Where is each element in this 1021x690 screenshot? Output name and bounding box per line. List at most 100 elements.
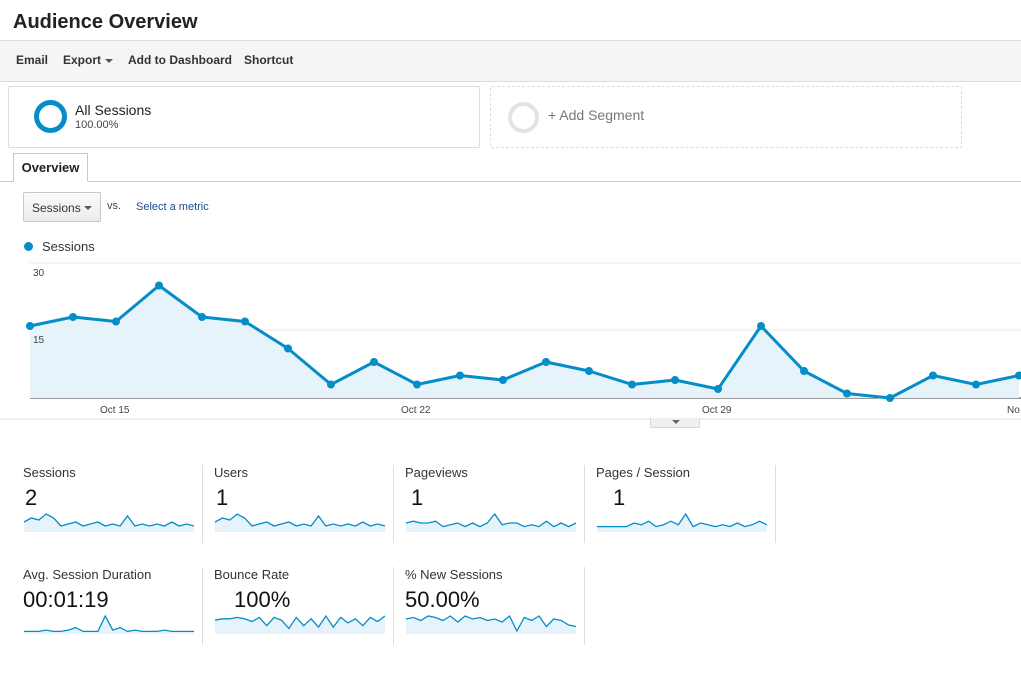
sparkline-area xyxy=(24,514,194,532)
legend-dot-icon xyxy=(24,242,33,251)
sparkline-line xyxy=(23,513,195,527)
sessions-data-point xyxy=(843,389,851,398)
sparkline xyxy=(597,512,768,532)
sparkline-line xyxy=(405,512,577,528)
metric-value: 1 xyxy=(216,485,229,510)
sessions-data-point xyxy=(413,380,421,389)
sessions-data-point xyxy=(69,313,77,321)
y-tick-label: 15 xyxy=(33,335,45,346)
metric-select[interactable]: Sessions xyxy=(23,192,101,222)
sessions-data-point xyxy=(327,380,335,389)
sparkline-line xyxy=(597,512,768,528)
x-tick-label: No xyxy=(1007,405,1020,416)
sessions-line-chart: 30 15 Oct 15 Oct 22 Oct 29 No xyxy=(0,262,1021,420)
sessions-data-point xyxy=(284,344,292,353)
card-divider xyxy=(775,465,776,543)
sparkline-line xyxy=(214,513,386,527)
sparkline xyxy=(405,614,577,634)
segment-percent: 100.00% xyxy=(75,119,119,131)
tab-overview[interactable]: Overview xyxy=(13,153,88,182)
metric-card-sessions[interactable]: Sessions 2 xyxy=(23,465,214,543)
toolbar: Email Export Add to Dashboard Shortcut xyxy=(0,41,1021,82)
sparkline-area xyxy=(406,616,576,634)
shortcut-button[interactable]: Shortcut xyxy=(244,53,294,67)
chart-area-fill xyxy=(30,285,1019,398)
card-divider xyxy=(584,567,585,645)
card-divider xyxy=(202,465,203,543)
vs-label: vs. xyxy=(107,200,122,212)
sessions-data-point xyxy=(757,322,765,330)
metric-card-avg-session-duration[interactable]: Avg. Session Duration 00:01:19 xyxy=(23,567,214,645)
sparkline-line xyxy=(405,614,577,633)
metric-label: Bounce Rate xyxy=(214,567,290,582)
chevron-down-icon xyxy=(84,206,92,210)
metric-card-pages-per-session[interactable]: Pages / Session 1 xyxy=(596,465,787,543)
sessions-data-point xyxy=(1015,371,1021,380)
card-divider xyxy=(393,567,394,645)
sessions-data-point xyxy=(456,371,464,380)
add-to-dashboard-button[interactable]: Add to Dashboard xyxy=(128,53,232,67)
sessions-data-point xyxy=(972,380,980,389)
segment-ring-icon xyxy=(34,100,67,133)
x-tick-label: Oct 22 xyxy=(401,405,431,416)
metric-label: Sessions xyxy=(23,465,76,480)
sessions-data-point xyxy=(26,322,34,330)
sessions-data-point xyxy=(585,367,593,375)
metric-value: 1 xyxy=(411,485,424,510)
chart-content xyxy=(26,281,1021,402)
export-label: Export xyxy=(63,53,102,67)
collapse-chart-toggle[interactable] xyxy=(650,418,700,428)
sparkline xyxy=(23,513,195,532)
metric-value: 2 xyxy=(25,485,38,510)
metric-label: Pages / Session xyxy=(596,465,690,480)
sessions-data-point xyxy=(155,281,163,290)
metric-card-new-sessions[interactable]: % New Sessions 50.00% xyxy=(405,567,596,645)
metric-label: Users xyxy=(214,465,248,480)
metric-value: 50.00% xyxy=(405,587,480,612)
chevron-down-icon xyxy=(672,420,680,424)
sessions-data-point xyxy=(198,313,206,321)
tabs-divider xyxy=(0,181,1021,182)
x-tick-label: Oct 15 xyxy=(100,405,130,416)
metric-select-value: Sessions xyxy=(32,201,81,215)
sparkline xyxy=(24,614,194,634)
metric-value: 100% xyxy=(234,587,291,612)
metric-value: 1 xyxy=(613,485,626,510)
sparkline-area xyxy=(406,514,576,532)
x-tick-label: Oct 29 xyxy=(702,405,732,416)
metric-value: 00:01:19 xyxy=(23,587,109,612)
add-segment-button[interactable]: + Add Segment xyxy=(490,86,962,148)
select-metric-link[interactable]: Select a metric xyxy=(136,201,209,213)
sessions-data-point xyxy=(929,371,937,380)
metric-card-pageviews[interactable]: Pageviews 1 xyxy=(405,465,596,543)
metric-card-bounce-rate[interactable]: Bounce Rate 100% xyxy=(214,567,405,645)
legend-label: Sessions xyxy=(42,239,95,254)
sessions-data-point xyxy=(370,358,378,366)
sparkline-area xyxy=(597,514,767,532)
chevron-down-icon xyxy=(105,58,114,63)
sessions-data-point xyxy=(671,376,679,384)
add-segment-label: + Add Segment xyxy=(548,107,645,123)
sessions-data-point xyxy=(714,385,722,393)
sparkline xyxy=(405,512,577,532)
email-button[interactable]: Email xyxy=(16,53,49,67)
sparkline-area xyxy=(215,616,385,634)
page-title: Audience Overview xyxy=(13,11,198,33)
sparkline xyxy=(214,513,386,532)
sparkline-area xyxy=(24,616,194,634)
metric-label: % New Sessions xyxy=(405,567,503,582)
title-bar: Audience Overview xyxy=(0,0,1021,41)
metric-label: Avg. Session Duration xyxy=(23,567,152,582)
card-divider xyxy=(584,465,585,543)
sessions-data-point xyxy=(499,376,507,384)
export-button[interactable]: Export xyxy=(63,53,114,67)
segment-all-sessions[interactable]: All Sessions 100.00% xyxy=(8,86,480,148)
metric-card-users[interactable]: Users 1 xyxy=(214,465,405,543)
card-divider xyxy=(202,567,203,645)
sessions-data-point xyxy=(542,358,550,366)
y-tick-label: 30 xyxy=(33,268,45,279)
sparkline-line xyxy=(24,614,194,633)
sparkline-area xyxy=(215,514,385,532)
sparkline xyxy=(214,614,386,634)
sessions-data-point xyxy=(800,367,808,375)
